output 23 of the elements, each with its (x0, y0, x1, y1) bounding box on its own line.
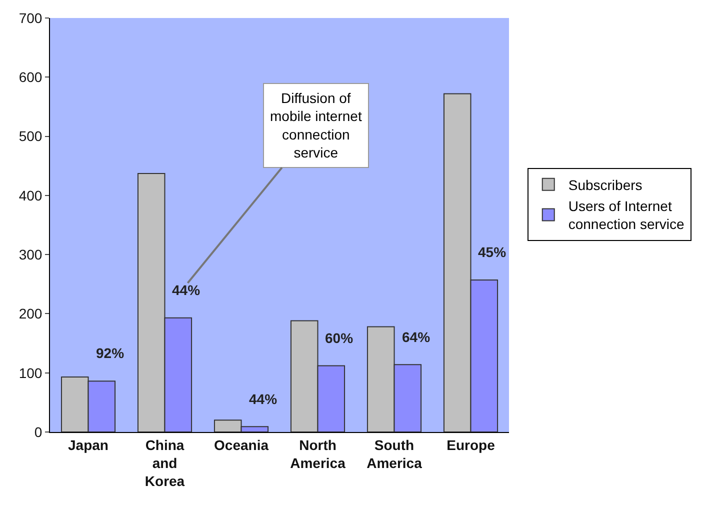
y-tick-label: 100 (18, 364, 42, 381)
x-tick-label: Europe (446, 436, 496, 453)
y-tick-label: 500 (18, 128, 42, 144)
y-tick-label: 200 (18, 306, 42, 322)
x-tick-label: China and Korea (144, 436, 185, 490)
y-tick-label: 300 (18, 246, 42, 262)
x-tick-label: Japan (68, 436, 108, 453)
annotation: 45% (478, 244, 507, 260)
y-tick-label: 700 (18, 10, 42, 26)
x-tick-label: South America (366, 436, 422, 471)
annotation: 44% (172, 282, 201, 298)
annotation: Diffusion of mobile internet connection service (270, 90, 362, 161)
legend-label: Users of Internet connection service (568, 198, 685, 232)
annotation: 44% (249, 391, 278, 407)
y-tick-label: 400 (18, 187, 42, 204)
y-tick-label: 600 (18, 69, 42, 86)
legend-label: Subscribers (568, 176, 642, 193)
annotation: 92% (96, 345, 125, 361)
annotation: 60% (325, 330, 354, 346)
annotation: 64% (402, 329, 431, 345)
y-tick-label: 0 (34, 424, 42, 440)
x-tick-label: Oceania (214, 436, 269, 453)
x-tick-label: North America (290, 436, 346, 471)
